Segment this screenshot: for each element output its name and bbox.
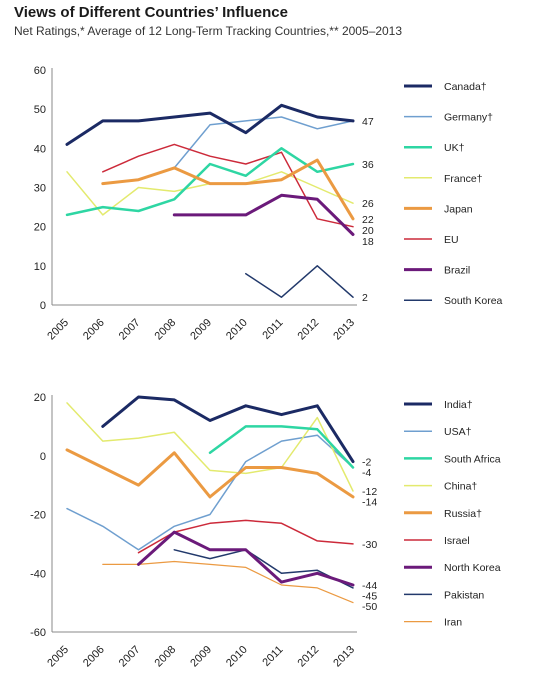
series-line-iran <box>102 560 354 604</box>
series-line-south-africa <box>208 425 355 469</box>
legend-label-russia: Russia† <box>444 508 482 520</box>
x-tick-label: 2012 <box>296 317 322 343</box>
legend-label-india: India† <box>444 399 473 411</box>
series-line-china <box>66 402 354 492</box>
series-line-india <box>101 395 355 464</box>
y-tick-label: 20 <box>34 222 46 234</box>
legend-label-china: China† <box>444 481 477 493</box>
series-line-brazil <box>172 193 355 236</box>
series-line-russia <box>65 448 355 499</box>
legend-label-france: France† <box>444 173 483 185</box>
x-tick-label: 2006 <box>81 317 107 343</box>
y-tick-label: 40 <box>34 143 46 155</box>
chart-title: Views of Different Countries’ Influence <box>14 4 288 21</box>
y-tick-label: -20 <box>30 510 46 522</box>
series-line-uk <box>65 147 355 217</box>
y-tick-label: -60 <box>30 627 46 639</box>
x-tick-label: 2007 <box>117 644 143 670</box>
x-tick-label: 2008 <box>153 317 179 343</box>
legend-label-japan: Japan <box>444 203 473 215</box>
end-value-label: 47 <box>362 116 374 128</box>
x-tick-label: 2005 <box>45 644 71 670</box>
x-tick-label: 2006 <box>81 644 107 670</box>
x-tick-label: 2012 <box>296 644 322 670</box>
y-tick-label: -40 <box>30 568 46 580</box>
x-tick-label: 2011 <box>260 317 285 342</box>
x-tick-label: 2010 <box>224 317 250 343</box>
legend-label-israel: Israel <box>444 535 470 547</box>
end-value-label: 22 <box>362 214 374 226</box>
series-line-north-korea <box>137 530 355 587</box>
x-tick-label: 2008 <box>153 644 179 670</box>
end-value-label: -30 <box>362 539 377 551</box>
x-tick-label: 2009 <box>188 644 214 670</box>
end-value-label: -44 <box>362 580 377 592</box>
legend-label-south-africa: South Africa <box>444 453 501 465</box>
series-line-germany <box>173 116 354 169</box>
end-value-label: -12 <box>362 486 377 498</box>
y-tick-label: 0 <box>40 451 46 463</box>
legend-label-germany: Germany† <box>444 112 493 124</box>
y-tick-label: 60 <box>34 65 46 77</box>
end-value-label: 20 <box>362 225 374 237</box>
series-line-usa <box>66 434 354 551</box>
legend-label-north-korea: North Korea <box>444 562 501 574</box>
legend-label-pakistan: Pakistan <box>444 589 484 601</box>
legend-label-usa: USA† <box>444 426 472 438</box>
legend-label-uk: UK† <box>444 142 465 154</box>
x-tick-label: 2007 <box>117 317 143 343</box>
end-value-label: 18 <box>362 236 374 248</box>
y-tick-label: 0 <box>40 300 46 312</box>
end-value-label: -45 <box>362 591 377 603</box>
end-value-label: 36 <box>362 159 374 171</box>
series-line-japan <box>101 158 355 221</box>
legend-label-eu: EU <box>444 234 459 246</box>
x-tick-label: 2011 <box>260 644 285 669</box>
bottom-line-chart: -60 -40 -20 0 20 2005 2006 2007 2008 2009 2010 2011… <box>30 392 501 669</box>
x-tick-label: 2013 <box>331 644 357 670</box>
legend-label-south-korea: South Korea <box>444 295 503 307</box>
y-tick-label: 30 <box>34 183 46 195</box>
x-tick-label: 2010 <box>224 644 250 670</box>
end-value-label: -14 <box>362 497 377 509</box>
y-tick-label: 10 <box>34 261 46 273</box>
legend-label-brazil: Brazil <box>444 265 470 277</box>
x-tick-label: 2013 <box>331 317 357 343</box>
chart-subtitle: Net Ratings,* Average of 12 Long-Term Tr… <box>14 24 403 38</box>
legend-label-canada: Canada† <box>444 81 487 93</box>
end-value-label: -50 <box>362 601 377 613</box>
series-line-canada <box>65 103 355 146</box>
series-line-eu <box>102 143 354 228</box>
x-tick-label: 2009 <box>188 317 214 343</box>
y-tick-label: 20 <box>34 392 46 404</box>
end-value-label: 26 <box>362 198 374 210</box>
series-line-pakistan <box>173 549 354 589</box>
y-tick-label: 50 <box>34 104 46 116</box>
end-value-label: -4 <box>362 467 371 479</box>
x-tick-label: 2005 <box>45 317 71 343</box>
series-line-south-korea <box>245 265 354 298</box>
end-value-label: -2 <box>362 457 371 469</box>
end-value-label: 2 <box>362 292 368 304</box>
legend-label-iran: Iran <box>444 617 462 629</box>
